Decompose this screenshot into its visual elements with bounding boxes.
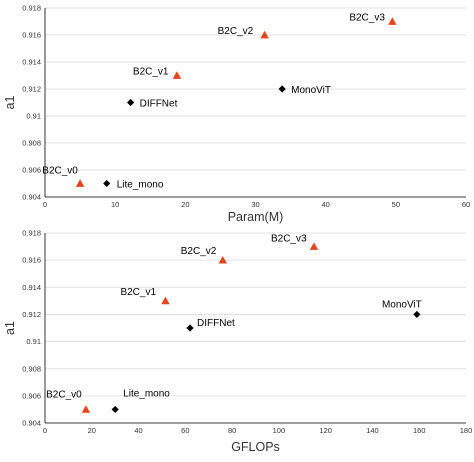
chart-gflops: 0.904 0.906 0.908 0.91 0.912 0.914 0.916 0.918 0…	[3, 229, 472, 454]
point-label: B2C_v1	[120, 287, 156, 298]
point-b2c-v0	[81, 405, 91, 413]
point-label: B2C_v2	[218, 26, 254, 37]
y-tick-label: 0.916	[22, 31, 41, 40]
y-tick-label: 0.916	[22, 256, 41, 265]
x-tick-label: 180	[460, 426, 473, 435]
y-axis-title: a1	[3, 321, 17, 335]
point-label: B2C_v2	[181, 246, 217, 257]
y-tick-label: 0.908	[22, 139, 41, 148]
y-tick-label: 0.904	[22, 193, 41, 202]
y-tick-label: 0.908	[22, 364, 41, 373]
x-tick-label: 20	[181, 200, 189, 209]
y-tick-label: 0.912	[22, 85, 41, 94]
x-tick-label: 60	[181, 426, 189, 435]
x-tick-label: 30	[251, 200, 259, 209]
point-monovit	[278, 85, 286, 93]
point-label: B2C_v1	[133, 67, 169, 78]
y-tick-label: 0.904	[22, 419, 41, 428]
chart-param: 0.904 0.906 0.908 0.91 0.912 0.914 0.916 0.918 0…	[3, 4, 470, 224]
x-axis-title: GFLOPs	[231, 440, 280, 454]
point-label: DIFFNet	[140, 99, 178, 110]
point-label: Lite_mono	[117, 180, 164, 191]
y-axis-title: a1	[3, 96, 17, 110]
point-label: B2C_v3	[271, 234, 307, 245]
point-b2c-v3	[309, 242, 319, 250]
y-tick-label: 0.914	[22, 58, 41, 67]
x-tick-label: 0	[43, 200, 47, 209]
point-b2c-v2	[260, 30, 269, 39]
y-tick-label: 0.91	[26, 112, 41, 121]
point-label: B2C_v3	[349, 13, 385, 24]
y-tick-label: 0.906	[22, 391, 41, 400]
point-label: DIFFNet	[197, 318, 235, 329]
point-b2c-v0	[75, 179, 85, 187]
x-tick-label: 0	[43, 426, 47, 435]
x-tick-label: 40	[134, 426, 142, 435]
point-diffnet	[127, 98, 135, 107]
point-label: B2C_v0	[46, 389, 82, 400]
y-tick-label: 0.918	[22, 4, 41, 13]
y-tick-label: 0.918	[22, 229, 41, 238]
x-tick-label: 140	[366, 426, 379, 435]
x-tick-label: 120	[319, 426, 332, 435]
point-label: MonoViT	[382, 299, 422, 310]
point-b2c-v1	[172, 71, 182, 79]
x-tick-label: 100	[273, 426, 286, 435]
y-tick-label: 0.914	[22, 283, 41, 292]
y-tick-label: 0.906	[22, 166, 41, 175]
x-tick-label: 50	[392, 200, 400, 209]
point-b2c-v3	[388, 17, 397, 25]
x-tick-label: 40	[321, 200, 329, 209]
x-axis-title: Param(M)	[228, 210, 284, 224]
y-tick-label: 0.912	[22, 310, 41, 319]
x-tick-label: 60	[462, 200, 470, 209]
point-b2c-v1	[161, 296, 170, 305]
point-diffnet	[186, 324, 194, 332]
point-label: Lite_mono	[123, 388, 170, 399]
point-label: MonoViT	[291, 85, 331, 96]
point-lite-mono	[111, 405, 119, 414]
x-tick-label: 80	[228, 426, 236, 435]
x-tick-label: 160	[413, 426, 426, 435]
point-b2c-v2	[218, 255, 227, 264]
x-tick-label: 10	[111, 200, 119, 209]
point-monovit	[413, 310, 421, 319]
point-label: B2C_v0	[42, 166, 78, 177]
y-tick-label: 0.91	[26, 337, 41, 346]
point-lite-mono	[103, 179, 111, 188]
x-tick-label: 20	[88, 426, 96, 435]
